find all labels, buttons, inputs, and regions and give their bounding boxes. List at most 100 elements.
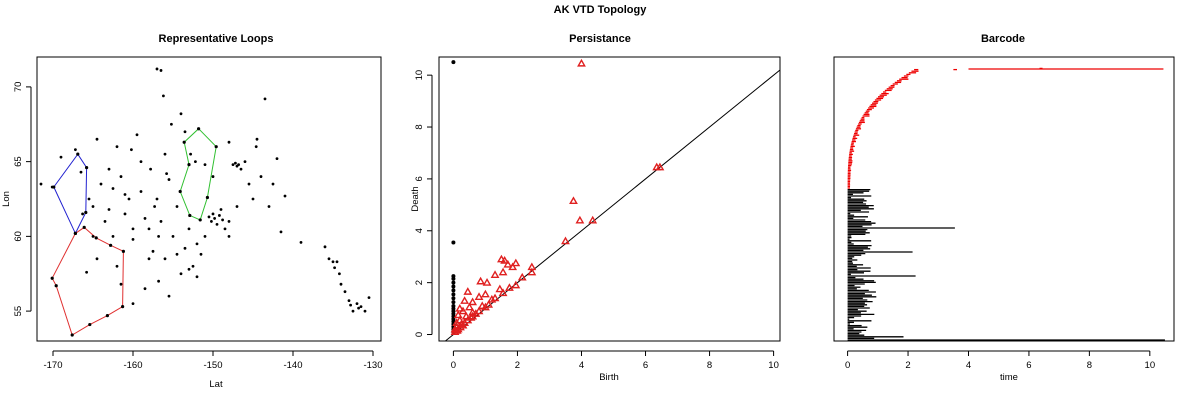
panel2-x-label: Birth	[599, 372, 619, 383]
panel1-x-tick-label: -130	[363, 360, 382, 371]
loop-vertex	[198, 218, 202, 222]
data-point	[115, 264, 119, 268]
data-point	[263, 97, 267, 101]
panel1-x-label: Lat	[209, 379, 223, 390]
panel2-x-axis: 0 2 4 6 8 10	[451, 350, 779, 371]
data-point	[85, 270, 88, 274]
persistence-point-dim0	[451, 288, 456, 293]
panel2-plot-box	[438, 56, 781, 342]
data-point	[203, 234, 207, 238]
persistence-point-dim1	[505, 283, 514, 291]
panel1-x-tick-label: -150	[203, 360, 222, 371]
persistence-point-dim1	[500, 255, 510, 264]
data-point	[39, 182, 43, 186]
data-point	[179, 112, 183, 116]
data-point	[139, 190, 143, 193]
data-point	[191, 264, 195, 268]
persistence-point-dim0	[451, 60, 456, 65]
data-point	[91, 205, 95, 208]
panel2-x-tick-label: 2	[515, 360, 520, 371]
loop-vertex	[88, 322, 92, 327]
panel1-points	[39, 67, 371, 313]
data-point	[95, 257, 99, 261]
panel1-x-tick-label: -170	[43, 360, 62, 371]
persistence-point-dim1	[456, 322, 465, 331]
persistence-point-dim1	[517, 272, 527, 281]
data-point	[143, 217, 147, 220]
data-point	[175, 252, 179, 256]
data-point	[130, 148, 133, 152]
data-point	[119, 175, 123, 178]
data-point	[195, 242, 199, 246]
data-point	[227, 234, 231, 238]
data-point	[165, 172, 169, 175]
data-point	[254, 145, 258, 149]
persistence-point-dim0	[451, 296, 456, 301]
data-point	[195, 275, 199, 279]
persistence-point-dim1	[575, 215, 585, 224]
data-point	[163, 152, 167, 156]
data-point	[338, 272, 341, 276]
data-point	[187, 227, 191, 231]
data-point	[251, 197, 255, 201]
persistence-point-dim1	[452, 318, 462, 326]
persistence-point-dim1	[455, 303, 465, 312]
persistence-point-dim1	[561, 236, 570, 245]
data-point	[147, 257, 151, 261]
representative-loops-panel: Representative Loops -170 -160 -150 -140 -13…	[1, 33, 383, 390]
data-point	[99, 182, 103, 186]
data-point	[355, 302, 359, 306]
data-point	[155, 67, 159, 71]
panel3-x-label: time	[1000, 372, 1018, 383]
data-point	[167, 294, 171, 298]
data-point	[87, 197, 91, 201]
data-point	[74, 148, 77, 152]
data-point	[149, 167, 153, 171]
data-point	[123, 212, 127, 216]
data-point	[135, 133, 139, 137]
data-point	[170, 122, 173, 126]
data-point	[210, 220, 213, 223]
panel3-title: Barcode	[981, 33, 1025, 45]
data-point	[327, 257, 331, 261]
panel1-y-tick-label: 60	[13, 231, 24, 242]
persistence-point-dim1	[498, 288, 508, 297]
data-point	[194, 160, 197, 164]
panel2-y-axis: 0 2 4 6 8 10	[414, 70, 433, 337]
data-point	[81, 212, 84, 216]
data-point	[283, 194, 287, 198]
data-point	[187, 267, 191, 271]
data-point	[359, 305, 363, 309]
panel3-x-axis: 0 2 4 6 8 10	[845, 350, 1155, 371]
persistence-point-dim1	[463, 287, 473, 295]
data-point	[131, 237, 135, 241]
data-point	[215, 223, 219, 226]
panel2-y-tick-label: 8	[414, 124, 425, 129]
panel1-title: Representative Loops	[159, 33, 274, 45]
data-point	[357, 306, 360, 310]
loop-vertex	[94, 236, 98, 240]
data-point	[347, 299, 351, 303]
panel1-y-tick-label: 65	[13, 156, 24, 167]
loop-vertex	[214, 145, 218, 149]
loop-vertex	[85, 166, 89, 170]
data-point	[189, 152, 193, 156]
data-point	[234, 161, 237, 165]
loop-vertex	[205, 195, 209, 200]
data-point	[363, 309, 367, 313]
persistence-point-dim1	[490, 293, 500, 302]
loop-vertex	[187, 163, 191, 167]
persistence-point-dim0	[451, 280, 456, 285]
panel1-plot-box	[36, 56, 382, 342]
panel3-x-tick-label: 0	[845, 360, 850, 371]
persistence-point-dim1	[476, 276, 486, 285]
panel1-x-tick-label: -160	[123, 360, 142, 371]
data-point	[213, 217, 217, 220]
data-point	[153, 205, 157, 208]
loop-vertex	[197, 127, 201, 131]
data-point	[219, 208, 223, 211]
panel3-x-tick-label: 2	[905, 360, 910, 371]
panel1-y-axis: 55 60 65 70	[13, 82, 32, 317]
panel1-y-tick-label: 55	[13, 306, 24, 317]
panel3-x-tick-label: 4	[966, 360, 971, 371]
